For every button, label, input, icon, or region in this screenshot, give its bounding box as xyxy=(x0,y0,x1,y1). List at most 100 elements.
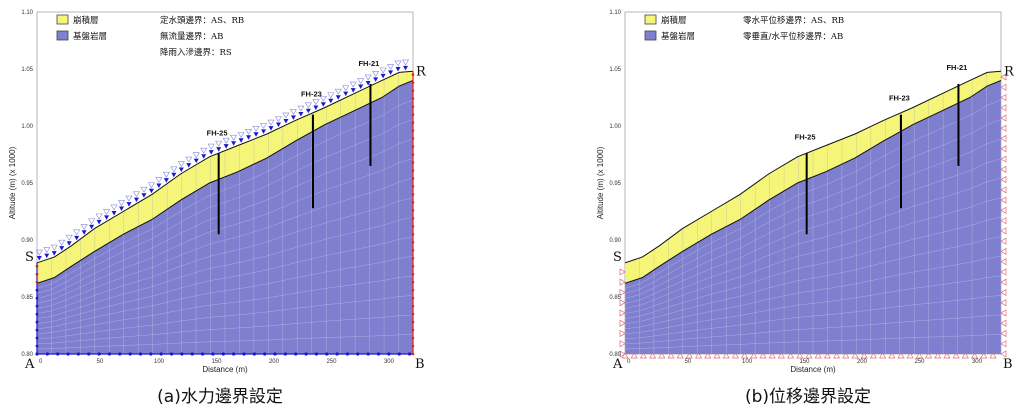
x-tick-label: 250 xyxy=(914,359,925,365)
head-node xyxy=(411,161,415,164)
roller-support-marker xyxy=(1000,247,1007,256)
infiltration-marker xyxy=(274,116,282,123)
infiltration-marker xyxy=(334,88,342,95)
infiltration-arrow xyxy=(186,163,192,168)
x-tick-label: 0 xyxy=(39,359,43,365)
infiltration-arrow xyxy=(261,129,267,134)
infiltration-arrow xyxy=(290,115,296,120)
infiltration-marker xyxy=(401,59,410,66)
roller-support-marker xyxy=(1000,114,1007,122)
roller-support-marker xyxy=(1000,329,1007,338)
mesh-line xyxy=(624,236,1002,324)
x-tick-label: 150 xyxy=(799,359,810,365)
infiltration-arrow xyxy=(178,167,184,173)
infiltration-arrow xyxy=(141,193,147,198)
infiltration-marker xyxy=(259,123,268,129)
fixed-support-marker xyxy=(685,352,694,359)
head-node xyxy=(411,336,415,340)
mesh-grid xyxy=(36,71,414,354)
fixed-support-marker xyxy=(980,352,988,359)
x-tick-label: 300 xyxy=(384,359,395,365)
infiltration-marker xyxy=(43,247,51,254)
fixed-support-marker xyxy=(943,352,951,359)
y-tick-label: 1.00 xyxy=(21,124,33,130)
infiltration-arrow xyxy=(104,215,110,220)
head-node xyxy=(411,344,415,348)
infiltration-marker xyxy=(207,143,215,150)
infiltration-arrow xyxy=(231,141,237,146)
infiltration-marker xyxy=(110,204,118,211)
head-node xyxy=(411,256,415,260)
fixed-support-marker xyxy=(851,352,859,359)
roller-support-marker xyxy=(619,319,626,327)
head-node xyxy=(35,264,39,268)
mesh-line xyxy=(624,158,1002,304)
infiltration-marker xyxy=(73,229,81,236)
infiltration-marker xyxy=(177,161,185,168)
y-tick-label: 1.10 xyxy=(609,10,621,16)
y-tick-label: 1.10 xyxy=(21,10,33,16)
infiltration-arrow xyxy=(320,102,326,107)
head-node xyxy=(411,137,415,140)
roller-support-marker xyxy=(1000,73,1007,81)
boundary-note: 定水頭邊界：AS、RB xyxy=(160,15,244,26)
head-node xyxy=(411,240,415,244)
borehole-label: FH-23 xyxy=(889,94,910,103)
infiltration-arrow xyxy=(119,206,125,212)
mesh-line xyxy=(36,236,414,324)
head-node xyxy=(411,264,415,268)
head-node xyxy=(411,81,415,84)
infiltration-marker xyxy=(237,131,245,138)
head-node xyxy=(411,185,415,188)
roller-support-marker xyxy=(619,268,626,276)
infiltration-arrow xyxy=(238,138,244,143)
mesh-line xyxy=(36,177,414,309)
head-node xyxy=(411,217,415,220)
roller-support-marker xyxy=(1000,145,1007,153)
y-axis-label: Altitude (m) (x 1000) xyxy=(8,146,17,219)
fixed-support-marker xyxy=(768,352,776,359)
head-node xyxy=(35,344,39,348)
y-tick-label: 1.00 xyxy=(609,124,621,130)
x-tick-label: 100 xyxy=(742,359,753,365)
head-node xyxy=(411,288,415,292)
head-node xyxy=(411,320,415,324)
fixed-support-marker xyxy=(621,352,629,359)
fixed-support-marker xyxy=(906,352,914,359)
infiltration-arrow xyxy=(358,84,364,90)
fixed-support-marker xyxy=(934,352,942,359)
infiltration-marker xyxy=(185,156,193,163)
infiltration-marker xyxy=(230,134,238,141)
infiltration-arrow xyxy=(298,112,304,117)
infiltration-marker xyxy=(252,126,260,132)
infiltration-marker xyxy=(304,102,312,109)
fixed-support-marker xyxy=(823,352,831,359)
infiltration-marker xyxy=(379,67,387,74)
infiltration-marker xyxy=(58,239,66,246)
x-axis-label: Distance (m) xyxy=(790,365,836,374)
fixed-support-marker xyxy=(842,352,850,359)
roller-support-marker xyxy=(1000,319,1007,327)
mesh-line xyxy=(36,334,414,350)
borehole-label: FH-25 xyxy=(207,128,228,137)
fixed-support-marker xyxy=(805,352,813,359)
mesh-line xyxy=(36,138,414,299)
fixed-support-marker xyxy=(796,352,804,359)
head-node xyxy=(35,304,39,308)
infiltration-arrow xyxy=(305,108,311,114)
bedrock-interface-line xyxy=(36,79,414,284)
x-tick-label: 150 xyxy=(211,359,222,365)
head-node xyxy=(411,105,415,108)
head-node xyxy=(35,328,39,332)
infiltration-arrow xyxy=(253,132,259,137)
head-node xyxy=(411,97,415,100)
fixed-support-marker xyxy=(648,352,657,359)
infiltration-marker xyxy=(200,147,208,154)
y-tick-label: 0.80 xyxy=(609,352,621,358)
x-tick-label: 200 xyxy=(857,359,868,365)
infiltration-marker xyxy=(162,171,170,178)
infiltration-arrow xyxy=(208,150,214,155)
fixed-support-marker xyxy=(961,352,969,359)
head-node xyxy=(411,153,415,156)
roller-support-marker xyxy=(1000,165,1007,173)
